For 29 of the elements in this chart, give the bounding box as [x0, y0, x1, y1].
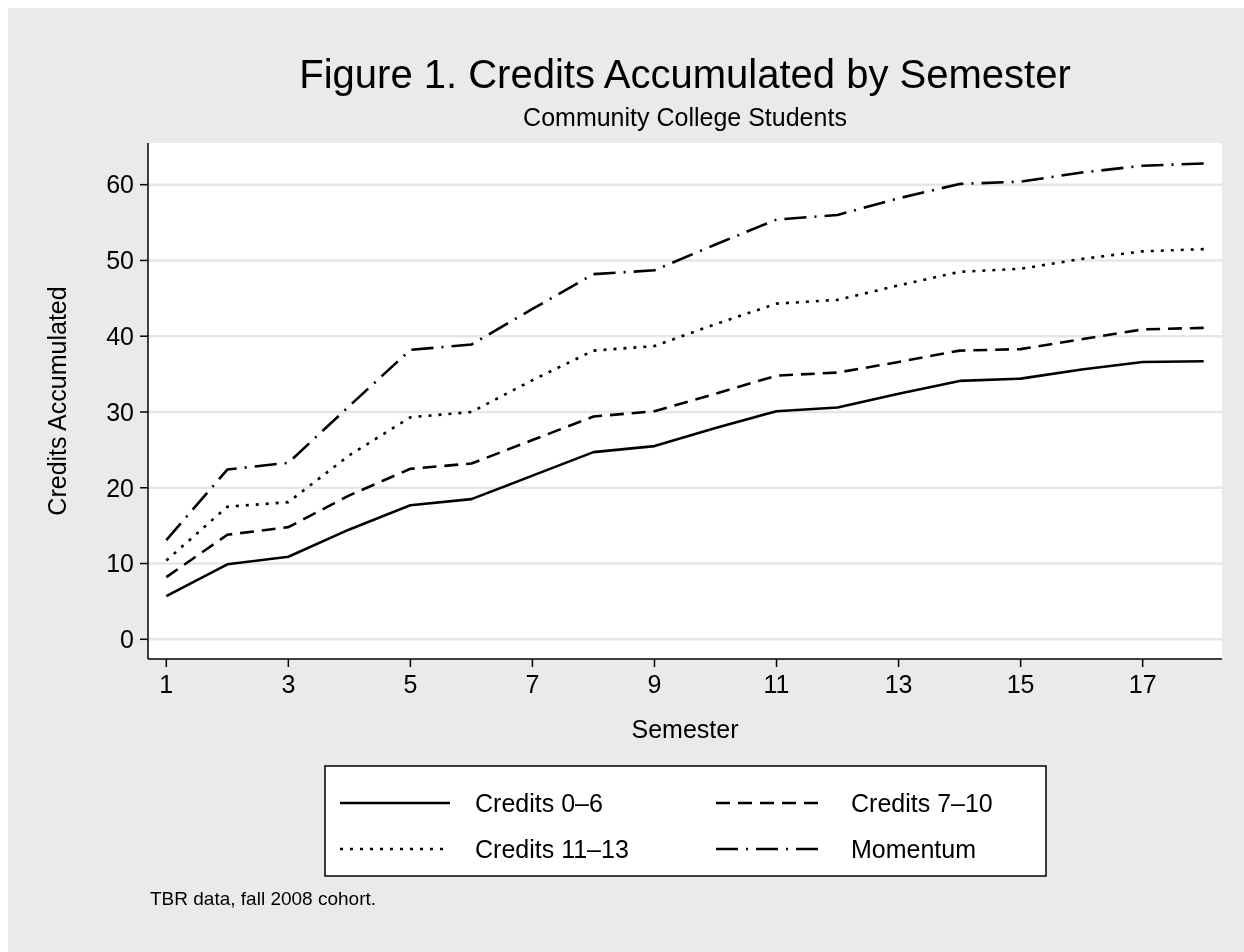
- x-tick-label: 3: [281, 670, 296, 698]
- y-tick-label: 30: [106, 397, 134, 426]
- x-axis-title: Semester: [631, 715, 739, 743]
- chart-title: Figure 1. Credits Accumulated by Semester: [299, 52, 1071, 96]
- line-series: [165, 162, 1205, 542]
- y-axis-title: Credits Accumulated: [43, 286, 71, 516]
- line-series: [165, 359, 1205, 598]
- y-tick-label: 40: [106, 321, 134, 350]
- x-tick-label: 15: [1006, 670, 1035, 698]
- y-tick-label: 60: [106, 170, 134, 199]
- y-tick-label: 50: [106, 246, 134, 275]
- x-tick-label: 17: [1128, 670, 1157, 698]
- x-tick-label: 13: [884, 670, 913, 698]
- chart-subtitle: Community College Students: [523, 103, 847, 131]
- legend-label: Credits 11–13: [475, 834, 629, 863]
- legend-label: Credits 0–6: [475, 788, 603, 817]
- legend-label: Momentum: [851, 834, 977, 863]
- line-series: [165, 326, 1205, 579]
- line-series: [165, 247, 1205, 562]
- y-tick-label: 10: [106, 549, 134, 578]
- y-tick-label: 20: [106, 473, 134, 502]
- x-tick-label: 1: [159, 670, 174, 698]
- y-tick-label: 0: [120, 625, 134, 654]
- x-tick-label: 7: [525, 670, 540, 698]
- x-tick-label: 11: [763, 670, 790, 698]
- text: TBR data, fall 2008 cohort.: [150, 888, 377, 909]
- x-tick-label: 9: [647, 670, 662, 698]
- legend-label: Credits 7–10: [851, 788, 993, 817]
- x-tick-label: 5: [403, 670, 418, 698]
